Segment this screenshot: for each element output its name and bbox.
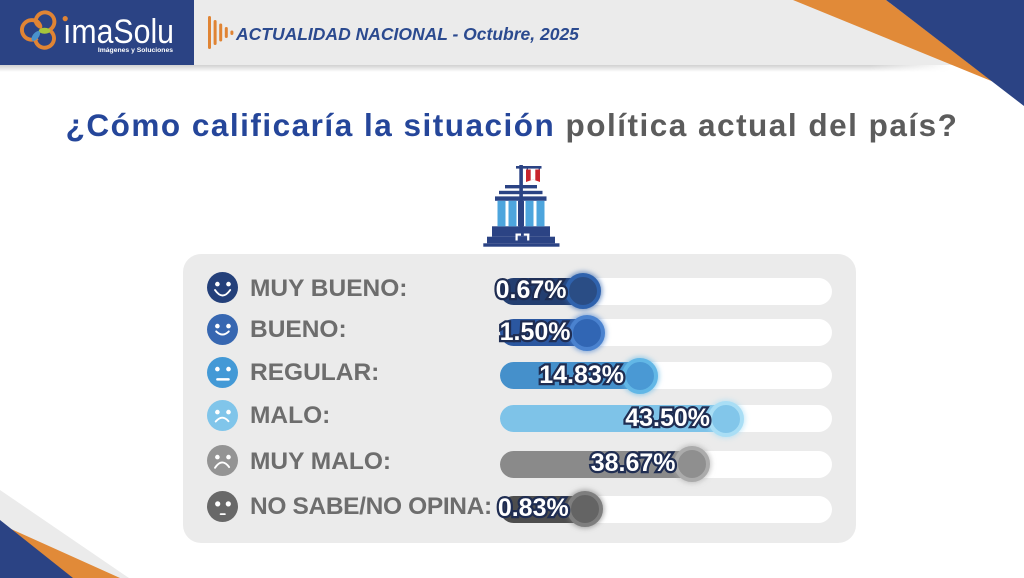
svg-text:Imágenes y Soluciones: Imágenes y Soluciones xyxy=(98,47,173,54)
svg-text:ımaSolu: ımaSolu xyxy=(63,13,174,51)
